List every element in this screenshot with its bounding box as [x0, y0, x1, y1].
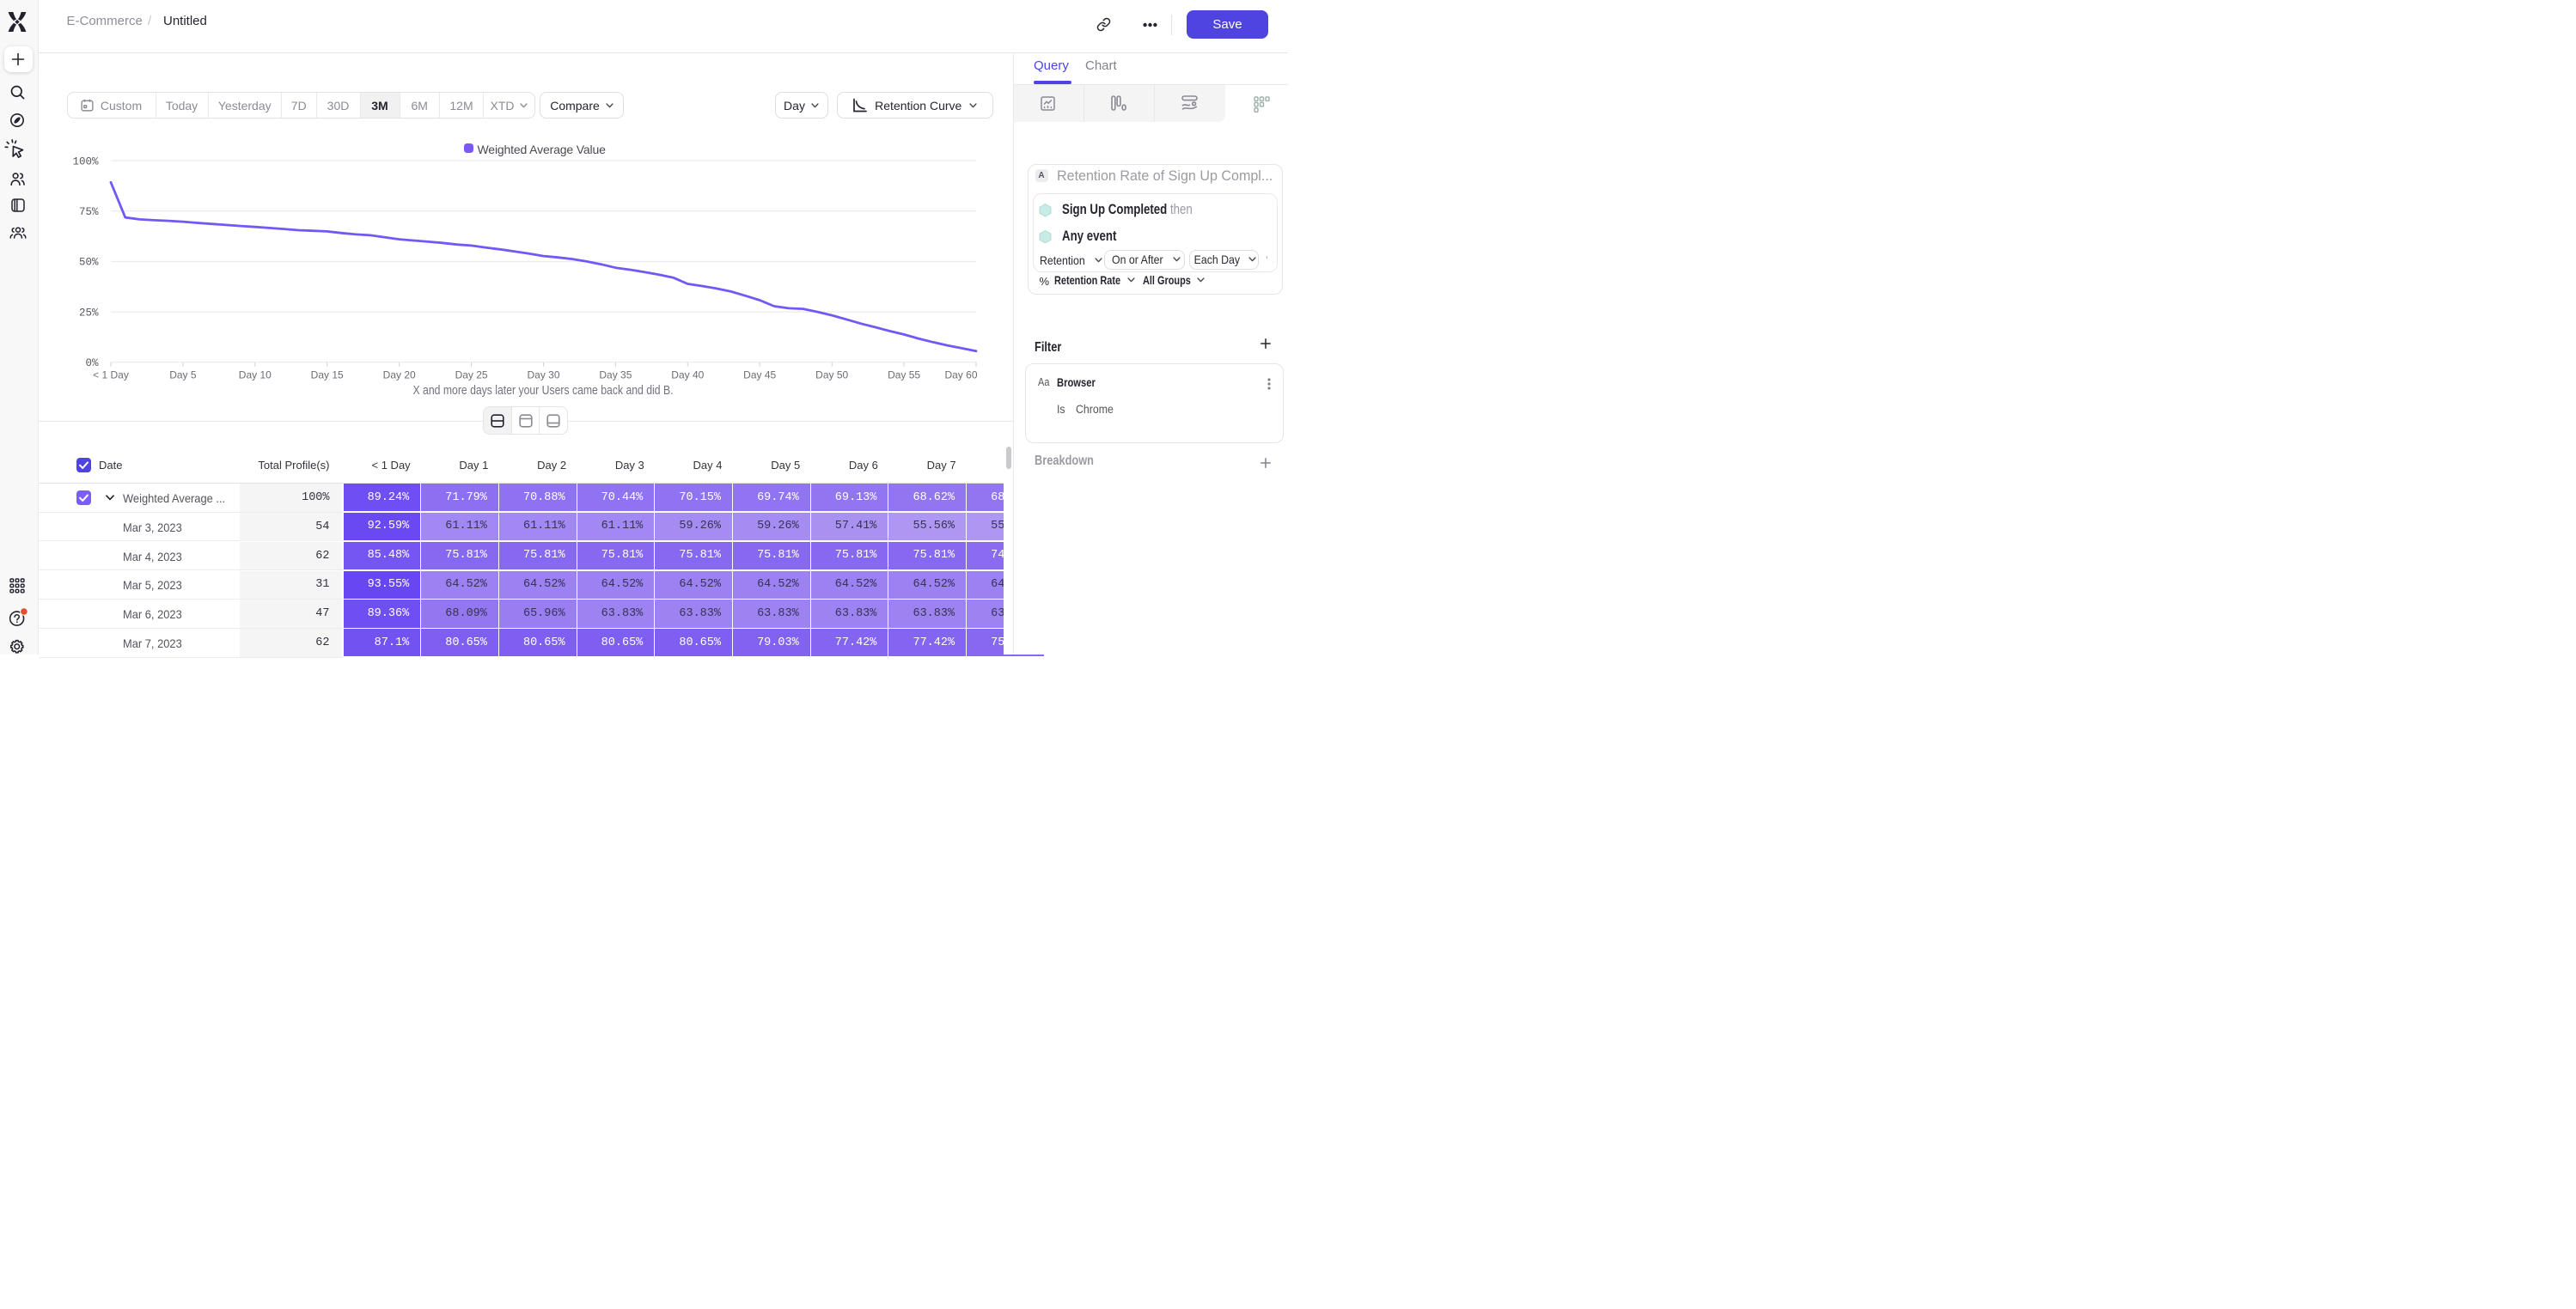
svg-text:Day 35: Day 35 [599, 369, 632, 381]
svg-text:Day 30: Day 30 [527, 369, 559, 381]
svg-text:Day 5: Day 5 [169, 369, 197, 381]
svg-text:Day 15: Day 15 [311, 369, 344, 381]
svg-text:Day 10: Day 10 [239, 369, 272, 381]
svg-text:50%: 50% [79, 257, 99, 269]
svg-text:X and more days later your Use: X and more days later your Users came ba… [413, 384, 674, 398]
svg-text:Day 60: Day 60 [944, 369, 977, 381]
svg-text:0%: 0% [85, 357, 99, 369]
svg-text:Day 50: Day 50 [815, 369, 848, 381]
svg-text:Day 40: Day 40 [671, 369, 704, 381]
svg-text:100%: 100% [72, 155, 99, 167]
svg-text:Day 55: Day 55 [888, 369, 920, 381]
svg-text:< 1 Day: < 1 Day [93, 369, 129, 381]
svg-text:Day 45: Day 45 [743, 369, 776, 381]
svg-text:25%: 25% [79, 307, 99, 319]
svg-text:Day 25: Day 25 [455, 369, 488, 381]
svg-text:Day 20: Day 20 [383, 369, 416, 381]
svg-text:75%: 75% [79, 206, 99, 218]
